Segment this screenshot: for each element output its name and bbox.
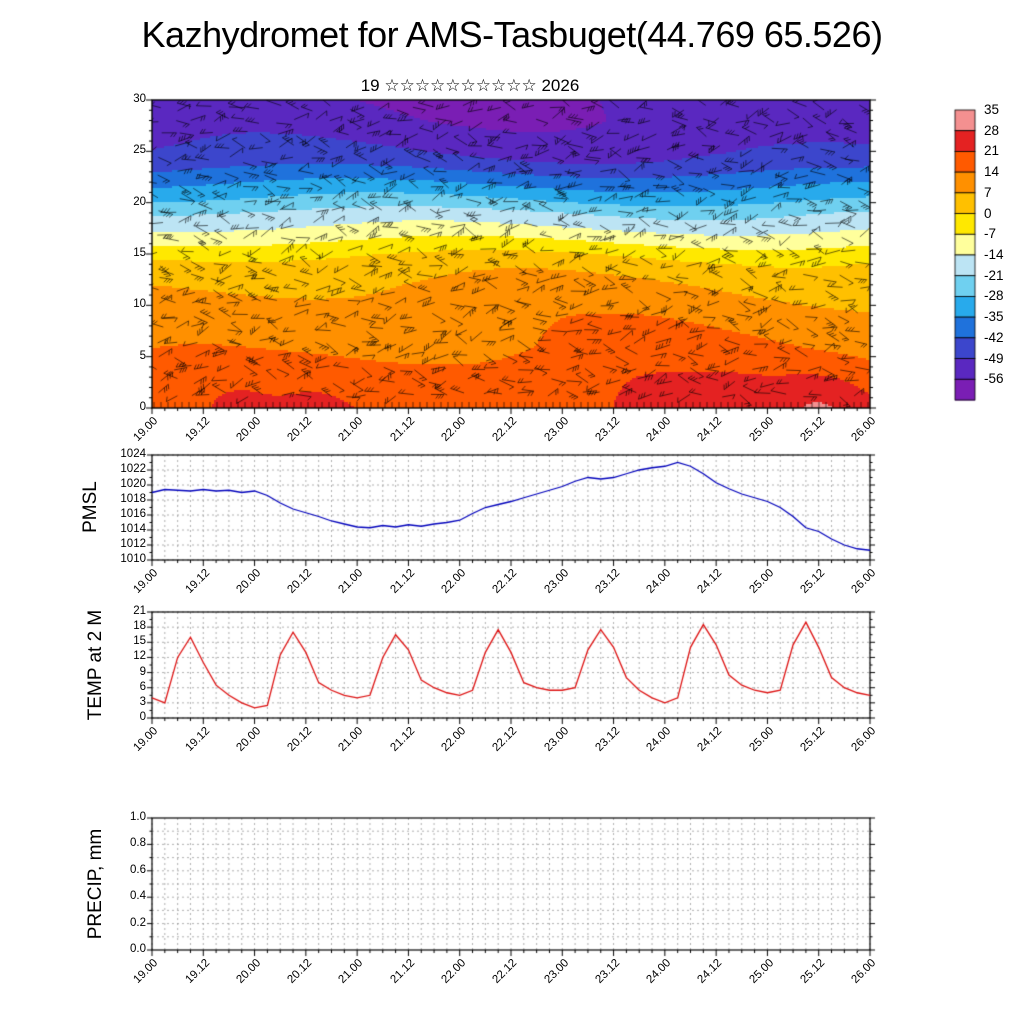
y-tick-label: 21 [133, 605, 146, 617]
y-tick-label: 30 [133, 93, 146, 105]
colorbar-tick-label: 7 [984, 184, 992, 200]
y-tick-label: 1020 [120, 478, 146, 490]
y-tick-label: 0 [139, 711, 146, 723]
colorbar-tick-label: -49 [984, 350, 1004, 366]
y-tick-label: 0.2 [130, 916, 146, 929]
colorbar-tick-label: -35 [984, 309, 1004, 325]
colorbar-tick-label: -14 [984, 247, 1004, 262]
y-tick-label: 6 [139, 680, 146, 693]
y-tick-label: 18 [133, 620, 146, 633]
y-tick-label: 10 [133, 298, 146, 311]
colorbar-tick-label: -28 [984, 288, 1004, 304]
colorbar-tick-label: 14 [984, 164, 1000, 180]
page-title: Kazhydromet for AMS-Tasbuget(44.769 65.5… [141, 14, 883, 55]
colorbar-tick-label: 28 [984, 122, 1000, 138]
y-tick-label: 25 [133, 144, 146, 157]
y-tick-label: 0.8 [130, 837, 146, 850]
y-tick-label: 1014 [120, 523, 146, 535]
y-tick-label: 15 [133, 247, 146, 259]
colorbar-tick-label: 35 [984, 102, 1000, 117]
y-tick-label: 15 [133, 635, 146, 648]
colorbar-tick-label: 21 [984, 143, 1000, 159]
colorbar-tick-label: -21 [984, 267, 1004, 283]
y-tick-label: 5 [139, 349, 146, 362]
y-tick-label: 1024 [120, 448, 146, 460]
date-subtitle: 19 ☆☆☆☆☆☆☆☆☆☆ 2026 [360, 76, 580, 95]
colorbar-tick-label: 0 [984, 205, 992, 221]
y-tick-label: 1018 [120, 493, 146, 505]
y-tick-label: 1012 [120, 538, 146, 550]
colorbar-tick-label: -7 [984, 226, 997, 242]
colorbar-tick-label: -42 [984, 329, 1004, 345]
y-tick-label: 1010 [120, 553, 146, 565]
colorbar-tick-label: -56 [984, 371, 1004, 387]
y-tick-label: 20 [133, 195, 146, 208]
y-tick-label: 0 [139, 401, 146, 413]
y-tick-label: 9 [139, 665, 146, 678]
y-tick-label: 3 [139, 695, 146, 708]
y-tick-label: 12 [133, 650, 146, 663]
y-tick-label: 1.0 [130, 811, 146, 823]
precip-axis-label: PRECIP, mm [85, 828, 106, 940]
y-tick-label: 0.6 [130, 863, 146, 876]
y-tick-label: 1022 [120, 463, 146, 475]
y-tick-label: 0.0 [130, 943, 146, 955]
y-tick-label: 1016 [120, 508, 146, 520]
y-tick-label: 0.4 [130, 890, 146, 903]
